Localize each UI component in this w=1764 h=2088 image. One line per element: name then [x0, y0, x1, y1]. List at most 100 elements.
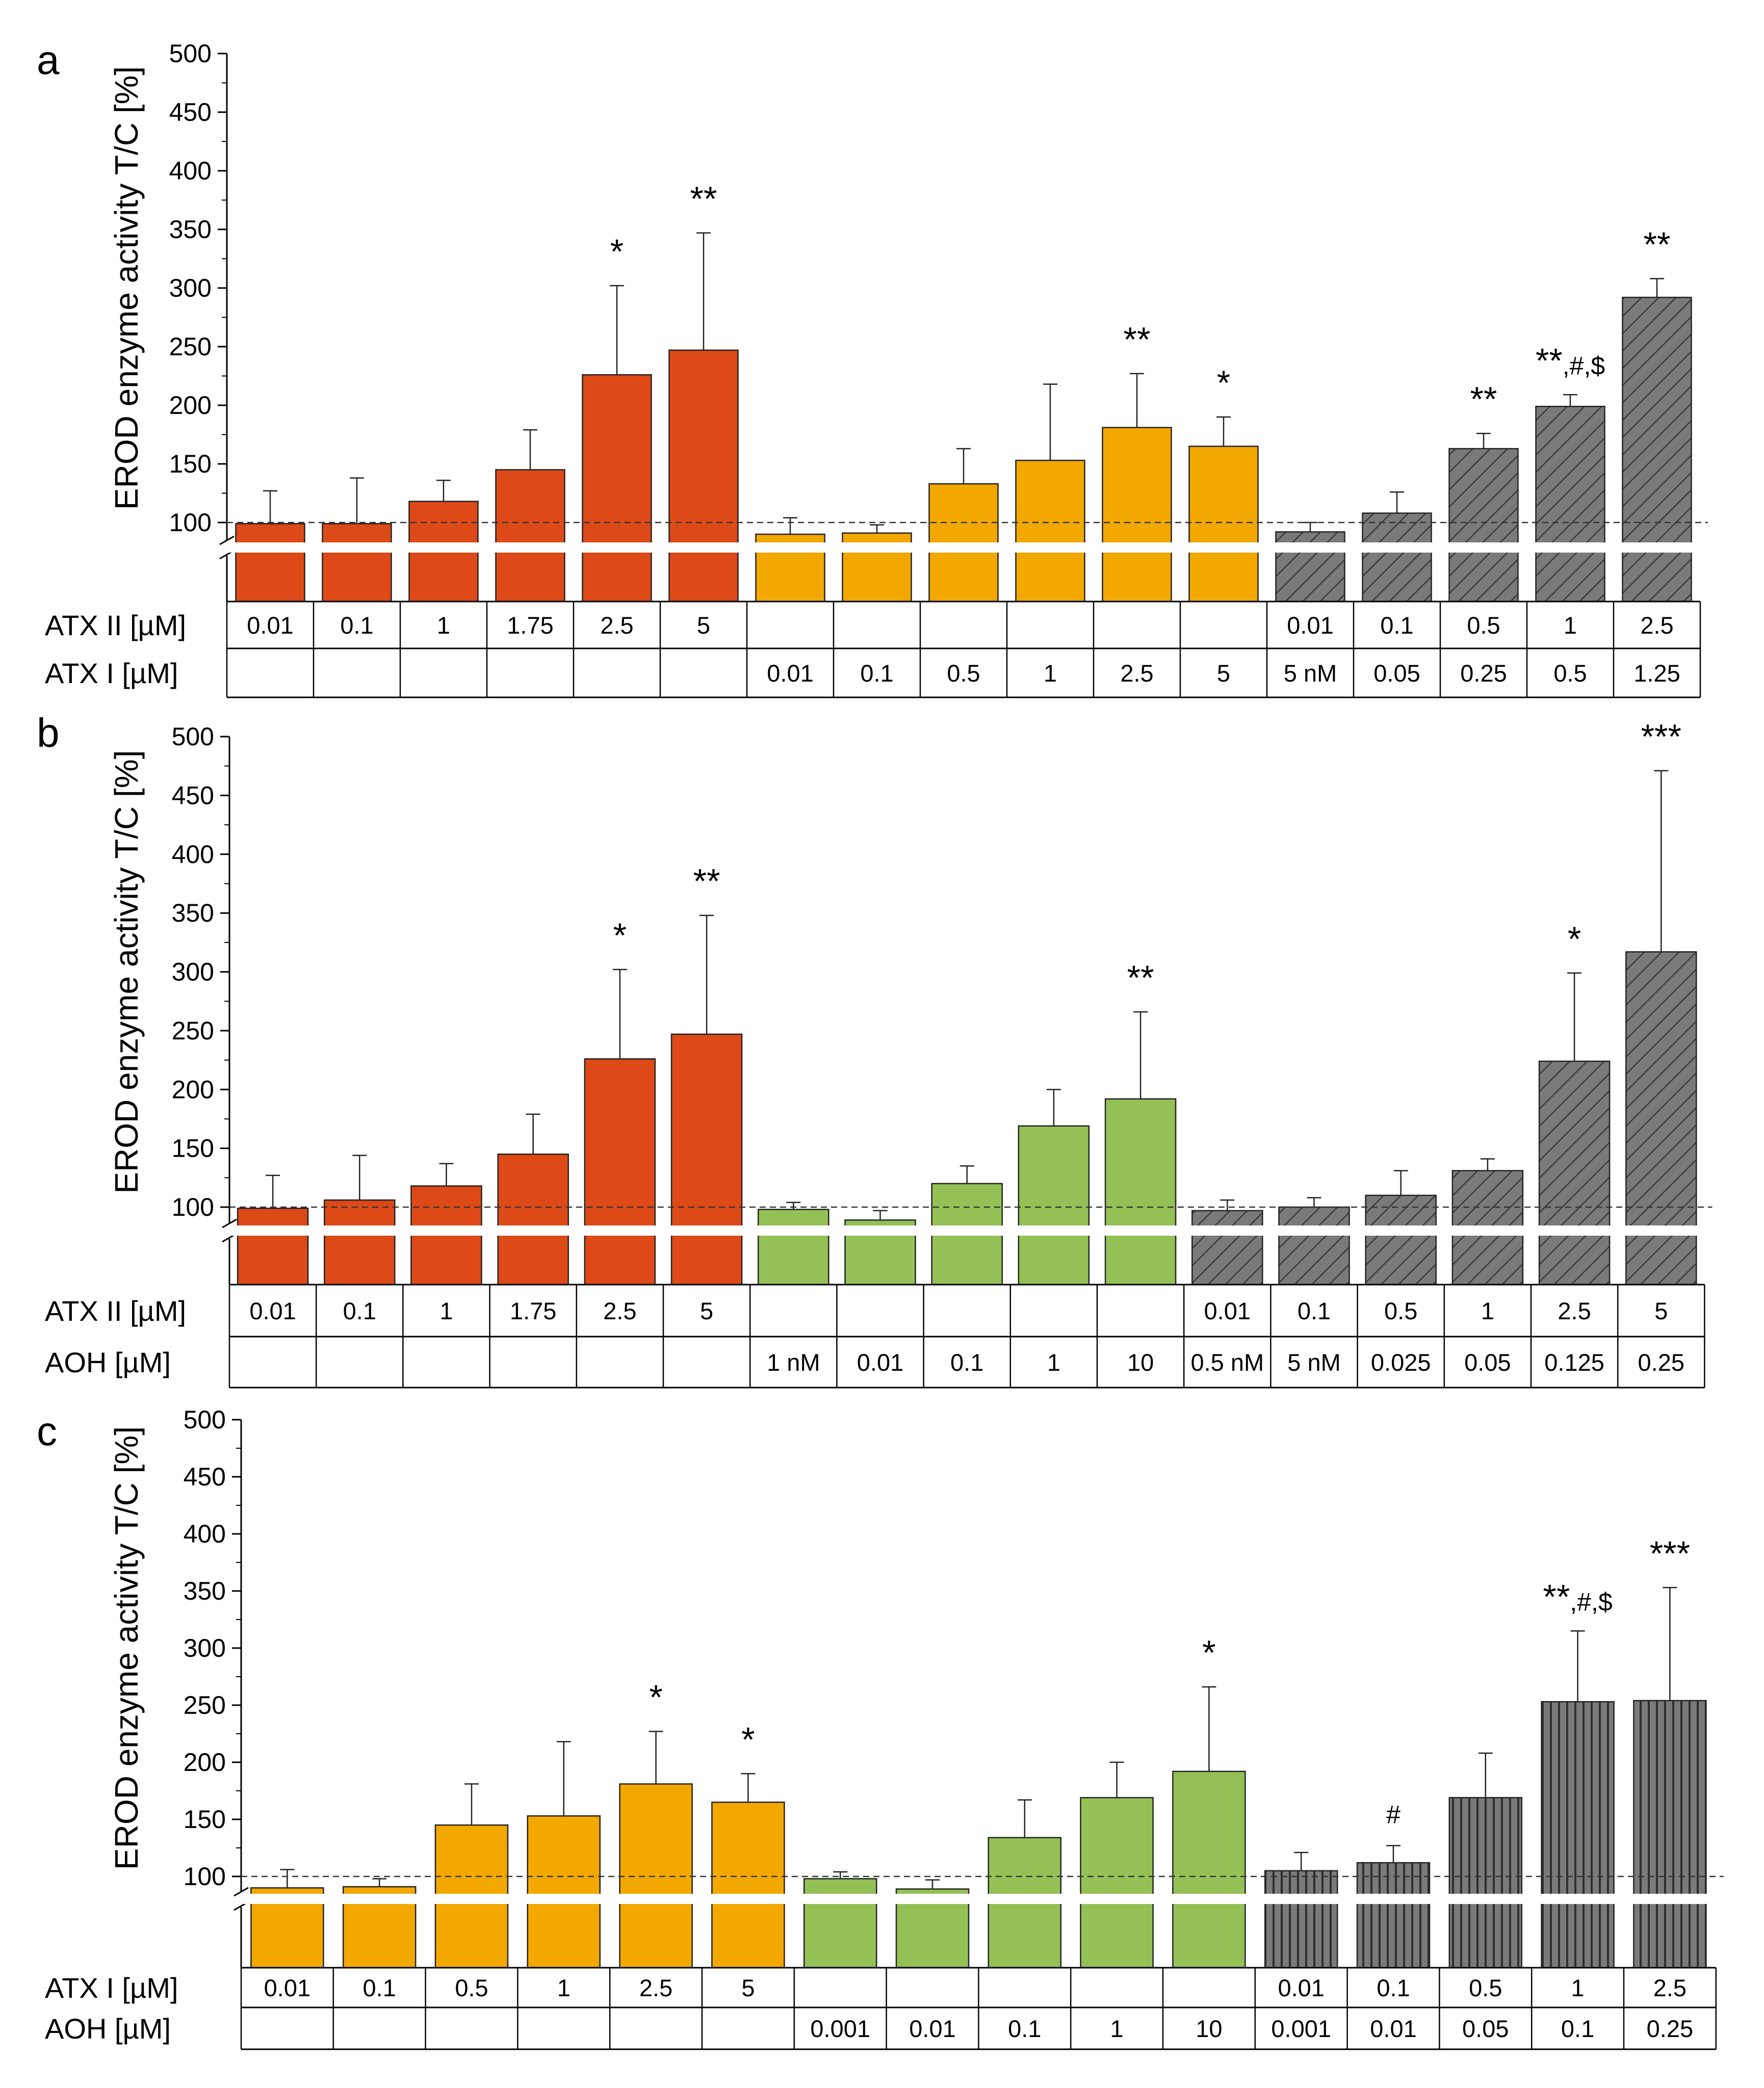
y-tick-label: 250	[169, 332, 212, 361]
bar	[1365, 1194, 1437, 1286]
y-tick-label: 100	[169, 508, 212, 537]
table-cell-value: 5 nM	[1284, 660, 1337, 687]
table-cell-value: 0.5 nM	[1190, 1349, 1264, 1376]
bar	[1622, 297, 1692, 603]
table-cell-value: 2.5	[1558, 1297, 1591, 1324]
significance-label: *	[1202, 1633, 1215, 1672]
y-tick-label: 200	[169, 391, 212, 420]
y-tick-label: 100	[172, 1193, 214, 1221]
table-cell-value: 0.01	[767, 660, 813, 687]
significance-label: **	[1127, 958, 1154, 997]
y-tick-label: 150	[172, 1134, 214, 1163]
significance-label: **	[693, 862, 720, 901]
y-tick-label: 400	[172, 840, 214, 869]
y-tick-label: 500	[169, 39, 212, 68]
bar	[668, 349, 739, 603]
table-cell-value: 0.01	[857, 1349, 903, 1376]
table-cell-value: 1 nM	[767, 1349, 820, 1376]
significance-label: #	[1386, 1800, 1400, 1829]
bar	[1015, 459, 1085, 603]
table-cell-value: 0.25	[1460, 660, 1507, 687]
y-tick-label: 450	[169, 98, 212, 126]
axis-break-mark	[219, 535, 235, 545]
table-cell-value: 1	[1481, 1297, 1494, 1324]
y-tick-label: 300	[169, 274, 212, 302]
y-tick-label: 300	[184, 1634, 226, 1662]
y-tick-label: 150	[169, 450, 212, 478]
y-tick-label: 350	[184, 1577, 226, 1605]
bar	[670, 1033, 743, 1286]
bar	[322, 523, 392, 603]
table-cell-value: 1	[437, 612, 450, 639]
significance-label: *	[741, 1720, 755, 1759]
table-cell-value: 0.5	[1467, 612, 1500, 639]
table-cell-value: 0.5	[1384, 1297, 1417, 1324]
panel-c: c EROD enzyme activity T/C [%] 100 150 200 25…	[37, 1405, 1727, 2050]
axis-break-band	[228, 542, 1711, 553]
table-cell-value: 5 nM	[1287, 1349, 1341, 1376]
table-cell-value: 5	[697, 612, 710, 639]
table-cell-value: 10	[1127, 1349, 1154, 1376]
y-tick-label: 400	[184, 1520, 226, 1548]
table-cell-value: 1	[1110, 2015, 1124, 2042]
significance-label: **	[1124, 320, 1151, 359]
table-cell-value: 0.1	[1377, 1974, 1410, 2001]
bar	[1278, 1206, 1350, 1286]
table-cell-value: 0.01	[1204, 1297, 1251, 1324]
significance-label: *	[649, 1678, 662, 1717]
axis-break-mark	[222, 1218, 237, 1229]
bar	[1264, 1870, 1338, 1969]
bar	[495, 469, 565, 603]
table-cell-value: 0.001	[1271, 2015, 1331, 2042]
table-cell-value: 2.5	[1653, 1974, 1687, 2001]
table-row-label: AOH [µM]	[45, 2013, 171, 2045]
panel-letter: c	[37, 1408, 57, 1454]
table-cell-value: 0.5	[947, 660, 980, 687]
table-cell-value: 0.25	[1638, 1349, 1684, 1376]
panel-letter: a	[37, 37, 60, 83]
significance-label: *	[610, 232, 624, 271]
table-cell-value: 2.5	[1120, 660, 1153, 687]
table-cell-value: 0.05	[1464, 1349, 1511, 1376]
table-cell-value: 1.75	[507, 612, 553, 639]
table-cell-value: 0.025	[1371, 1349, 1431, 1376]
y-tick-label: 300	[172, 958, 214, 986]
y-tick-label: 250	[184, 1691, 226, 1719]
significance-label: **	[1644, 225, 1671, 264]
bar	[1535, 406, 1605, 603]
significance-label: *	[1217, 363, 1230, 402]
significance-label: *	[1568, 920, 1581, 958]
table-row-label: AOH [µM]	[45, 1346, 171, 1378]
table-cell-value: 0.1	[950, 1349, 983, 1376]
table-row-label: ATX I [µM]	[45, 1972, 178, 2004]
table-row-label: ATX I [µM]	[45, 657, 178, 689]
y-tick-label: 400	[169, 156, 212, 185]
bar	[497, 1153, 569, 1286]
axis-break-band	[230, 1225, 1716, 1236]
table-cell-value: 2.5	[603, 1297, 636, 1324]
bar	[1541, 1701, 1615, 1969]
table-cell-value: 0.01	[249, 1297, 296, 1324]
y-axis-label: EROD enzyme activity T/C [%]	[108, 750, 145, 1193]
table-cell-value: 0.1	[1008, 2015, 1041, 2042]
y-tick-label: 100	[184, 1862, 226, 1891]
significance-label: *	[613, 916, 627, 955]
table-cell-value: 0.1	[1380, 612, 1413, 639]
panel-a: a EROD enzyme activity T/C [%] 100 150 200 25…	[37, 37, 1711, 698]
table-cell-value: 0.01	[909, 2015, 955, 2042]
table-row-label: ATX II [µM]	[45, 1295, 186, 1327]
bar	[1080, 1797, 1154, 1969]
y-tick-label: 450	[184, 1463, 226, 1491]
table-cell-value: 0.1	[1561, 2015, 1594, 2042]
table-cell-value: 0.1	[340, 612, 373, 639]
bar	[1633, 1700, 1707, 1969]
table-cell-value: 5	[741, 1974, 755, 2001]
panel-letter: b	[37, 710, 60, 755]
bar	[1102, 427, 1172, 603]
bar	[1362, 512, 1432, 603]
bar	[1538, 1060, 1611, 1286]
table-cell-value: 5	[1654, 1297, 1668, 1324]
bar	[1188, 446, 1259, 603]
table-cell-value: 0.05	[1373, 660, 1420, 687]
table-cell-value: 5	[1217, 660, 1230, 687]
